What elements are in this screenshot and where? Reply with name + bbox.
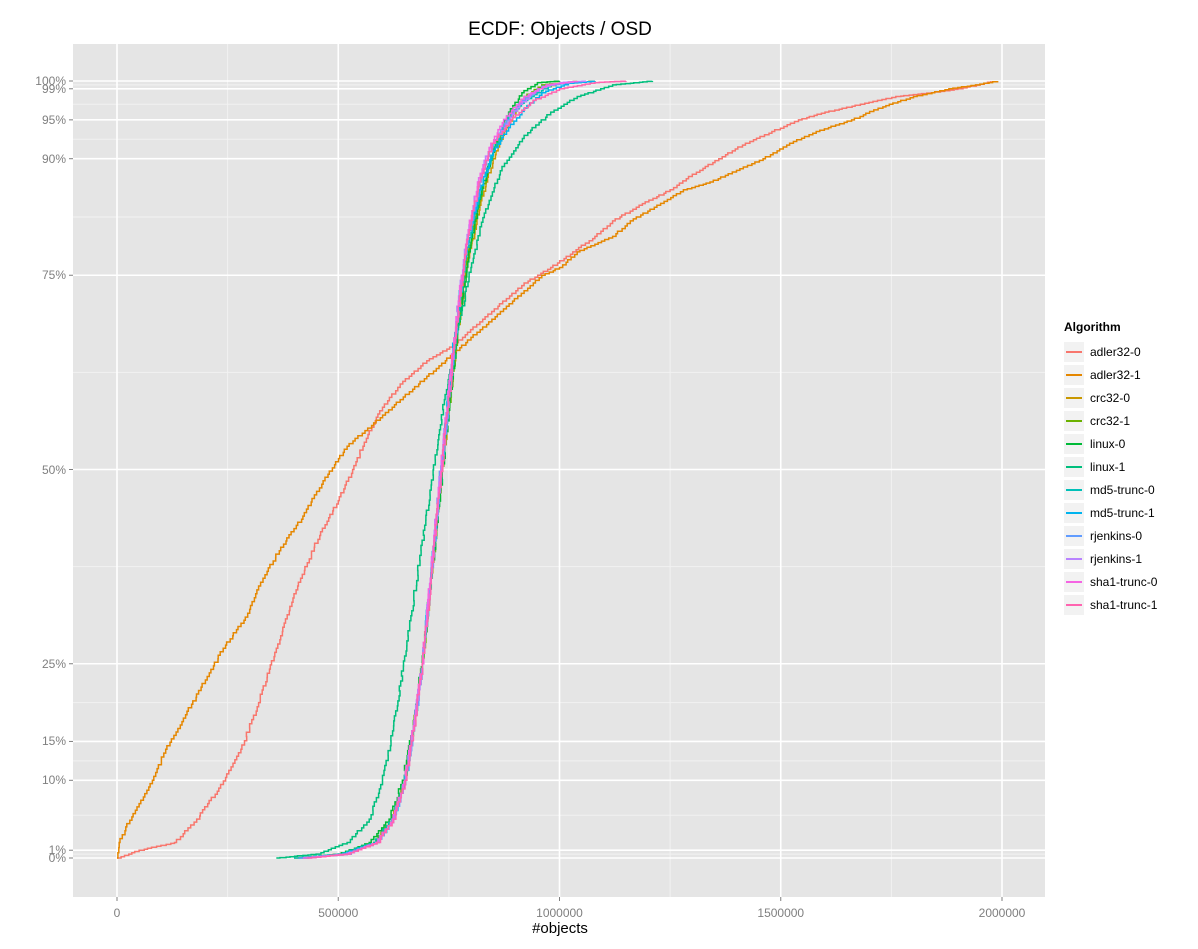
grid-major: [73, 44, 1045, 897]
legend-item-rjenkins-0: rjenkins-0: [1064, 524, 1157, 547]
y-tick-label: 10%: [41, 773, 66, 788]
axis-ticks: [69, 80, 1003, 901]
series-line-sha1-trunc-1: [307, 80, 627, 859]
legend-label: sha1-trunc-1: [1090, 597, 1158, 612]
legend-label: adler32-0: [1090, 344, 1141, 359]
legend-label: rjenkins-1: [1090, 551, 1143, 566]
legend-swatch-icon: [1064, 410, 1084, 431]
legend-item-crc32-1: crc32-1: [1064, 409, 1157, 432]
y-tick-label: 75%: [41, 268, 66, 283]
series-lines: [117, 80, 999, 859]
legend-label: adler32-1: [1090, 367, 1141, 382]
legend-title: Algorithm: [1064, 320, 1121, 334]
legend-label: crc32-1: [1090, 413, 1131, 428]
series-line-linux-1: [276, 80, 654, 859]
legend-swatch-icon: [1064, 594, 1084, 615]
y-tick-label: 90%: [41, 151, 66, 166]
y-tick-label: 15%: [41, 734, 66, 749]
y-tick-label: 95%: [41, 112, 66, 127]
x-axis-title: #objects: [532, 920, 588, 937]
x-tick-label: 2000000: [978, 906, 1026, 920]
legend-item-adler32-0: adler32-0: [1064, 340, 1157, 363]
legend-swatch-icon: [1064, 341, 1084, 362]
x-tick-label: 1500000: [757, 906, 805, 920]
legend-swatch-icon: [1064, 479, 1084, 500]
legend: Algorithm adler32-0 adler32-1 crc32-0 crc32…: [1064, 320, 1157, 616]
x-tick-label: 500000: [318, 906, 359, 920]
legend-label: rjenkins-0: [1090, 528, 1143, 543]
y-tick-label: 100%: [35, 74, 66, 88]
legend-swatch-icon: [1064, 502, 1084, 523]
y-tick-label: 99%: [41, 81, 66, 96]
legend-swatch-icon: [1064, 433, 1084, 454]
y-tick-label: 1%: [48, 843, 66, 858]
legend-item-sha1-trunc-1: sha1-trunc-1: [1064, 593, 1157, 616]
legend-label: md5-trunc-1: [1090, 505, 1155, 520]
legend-item-linux-0: linux-0: [1064, 432, 1157, 455]
legend-item-linux-1: linux-1: [1064, 455, 1157, 478]
legend-swatch-icon: [1064, 387, 1084, 408]
legend-swatch-icon: [1064, 571, 1084, 592]
legend-item-adler32-1: adler32-1: [1064, 363, 1157, 386]
legend-items: adler32-0 adler32-1 crc32-0 crc32-1 linux-0 l…: [1064, 340, 1157, 616]
legend-label: linux-0: [1090, 436, 1126, 451]
legend-swatch-icon: [1064, 364, 1084, 385]
legend-item-rjenkins-1: rjenkins-1: [1064, 547, 1157, 570]
x-tick-label: 0: [113, 906, 121, 920]
x-tick-label: 1000000: [536, 906, 583, 920]
legend-item-sha1-trunc-0: sha1-trunc-0: [1064, 570, 1157, 593]
chart-title: ECDF: Objects / OSD: [468, 19, 652, 40]
y-tick-label: 50%: [41, 462, 66, 477]
legend-label: sha1-trunc-0: [1090, 574, 1158, 589]
y-tick-label: 25%: [41, 656, 66, 671]
legend-item-md5-trunc-1: md5-trunc-1: [1064, 501, 1157, 524]
legend-label: linux-1: [1090, 459, 1126, 474]
series-line-adler32-0: [117, 81, 992, 859]
legend-label: crc32-0: [1090, 390, 1131, 405]
legend-item-crc32-0: crc32-0: [1064, 386, 1157, 409]
legend-label: md5-trunc-0: [1090, 482, 1155, 497]
legend-item-md5-trunc-0: md5-trunc-0: [1064, 478, 1157, 501]
legend-swatch-icon: [1064, 548, 1084, 569]
y-tick-label: 0%: [48, 851, 66, 865]
legend-swatch-icon: [1064, 456, 1084, 477]
legend-swatch-icon: [1064, 525, 1084, 546]
